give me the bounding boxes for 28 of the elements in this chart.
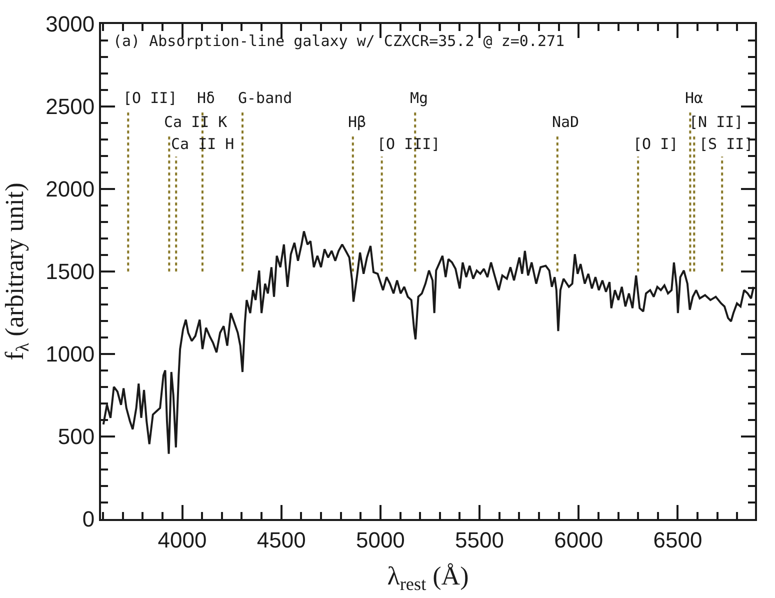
y-tick-label: 0 bbox=[82, 506, 95, 532]
x-tick-label: 5000 bbox=[356, 527, 405, 552]
y-tick-label: 2000 bbox=[46, 176, 95, 202]
x-tick-label: 5500 bbox=[455, 527, 504, 552]
ref-line-label: [O III] bbox=[377, 135, 440, 153]
x-tick-label: 4500 bbox=[256, 527, 306, 552]
y-tick-label: 1500 bbox=[46, 259, 95, 284]
text: (a) Absorption-line galaxy w/ CZXCR=35.2 @ z=0.271 bbox=[113, 32, 565, 50]
x-axis-title: λ$_{rest}$ (Å) bbox=[387, 562, 469, 594]
ref-line-label: G-band bbox=[238, 89, 292, 107]
ref-line-label: Hδ bbox=[197, 89, 216, 107]
y-tick-label: 2500 bbox=[46, 94, 95, 120]
ref-line-label: Ca II K bbox=[164, 113, 228, 131]
ref-line-label: Mg bbox=[410, 89, 428, 107]
ref-line-label: [O I] bbox=[633, 135, 678, 153]
ref-line-label: NaD bbox=[552, 113, 580, 131]
ref-line-label: Ca II H bbox=[171, 135, 234, 153]
x-tick-label: 4000 bbox=[158, 527, 207, 552]
ref-line-label: [S II] bbox=[699, 135, 754, 153]
y-tick-label: 3000 bbox=[46, 12, 95, 37]
ref-line-label: [O II] bbox=[123, 89, 178, 107]
x-tick-label: 6000 bbox=[554, 527, 604, 552]
ref-line-label: Hβ bbox=[348, 113, 366, 131]
y-tick-label: 500 bbox=[58, 424, 95, 450]
ref-line-label: [N II] bbox=[689, 113, 744, 131]
ref-line-label: Hα bbox=[685, 89, 704, 107]
x-tick-label: 6500 bbox=[653, 527, 702, 552]
y-tick-label: 1000 bbox=[46, 342, 95, 367]
